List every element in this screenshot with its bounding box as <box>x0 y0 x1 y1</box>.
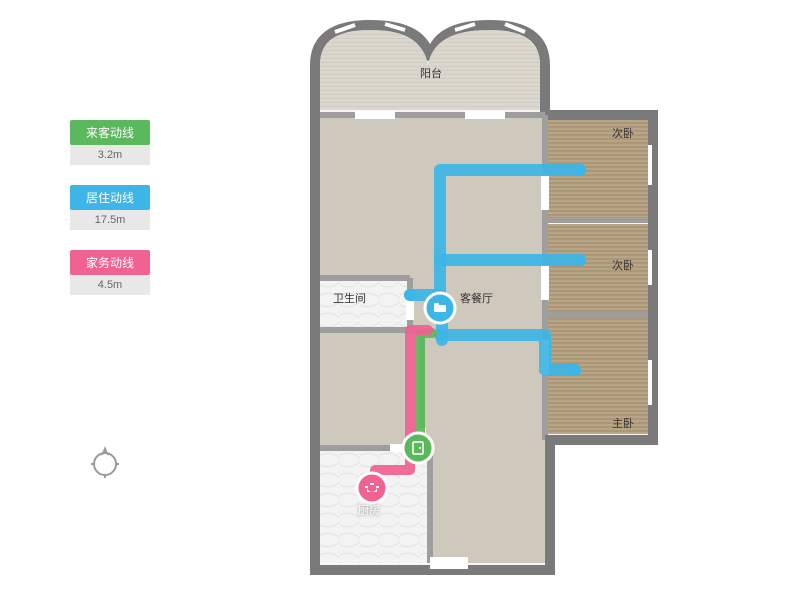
legend-panel: 来客动线 3.2m 居住动线 17.5m 家务动线 4.5m <box>70 120 150 315</box>
compass-icon <box>85 440 125 480</box>
label-bed1: 次卧 <box>612 125 634 141</box>
legend-item-guest: 来客动线 3.2m <box>70 120 150 165</box>
legend-item-house: 家务动线 4.5m <box>70 250 150 295</box>
label-bed3: 主卧 <box>612 415 634 431</box>
legend-label-house: 家务动线 <box>70 250 150 275</box>
legend-item-living: 居住动线 17.5m <box>70 185 150 230</box>
label-bathroom: 卫生间 <box>333 290 366 306</box>
label-bed2: 次卧 <box>612 257 634 273</box>
legend-value-guest: 3.2m <box>70 145 150 165</box>
legend-label-living: 居住动线 <box>70 185 150 210</box>
legend-value-living: 17.5m <box>70 210 150 230</box>
room-hall-lower <box>430 445 545 563</box>
floorplan: 阳台 客餐厅 卫生间 厨房 次卧 次卧 主卧 <box>300 10 660 580</box>
legend-value-house: 4.5m <box>70 275 150 295</box>
label-balcony: 阳台 <box>420 65 442 81</box>
legend-label-guest: 来客动线 <box>70 120 150 145</box>
label-living: 客餐厅 <box>460 290 493 306</box>
label-kitchen: 厨房 <box>358 502 380 518</box>
